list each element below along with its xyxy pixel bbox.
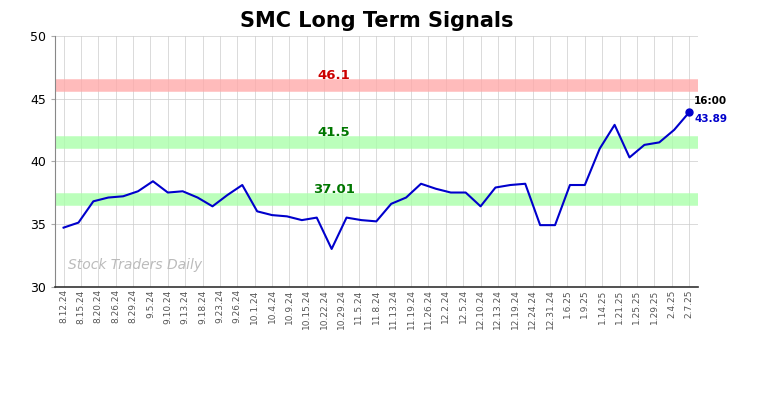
Title: SMC Long Term Signals: SMC Long Term Signals [240,12,513,31]
Text: 43.89: 43.89 [695,114,728,124]
Text: 41.5: 41.5 [318,126,350,139]
Text: 46.1: 46.1 [318,68,350,82]
Text: 16:00: 16:00 [695,96,728,106]
Text: 37.01: 37.01 [313,183,354,195]
Text: Stock Traders Daily: Stock Traders Daily [67,258,201,271]
